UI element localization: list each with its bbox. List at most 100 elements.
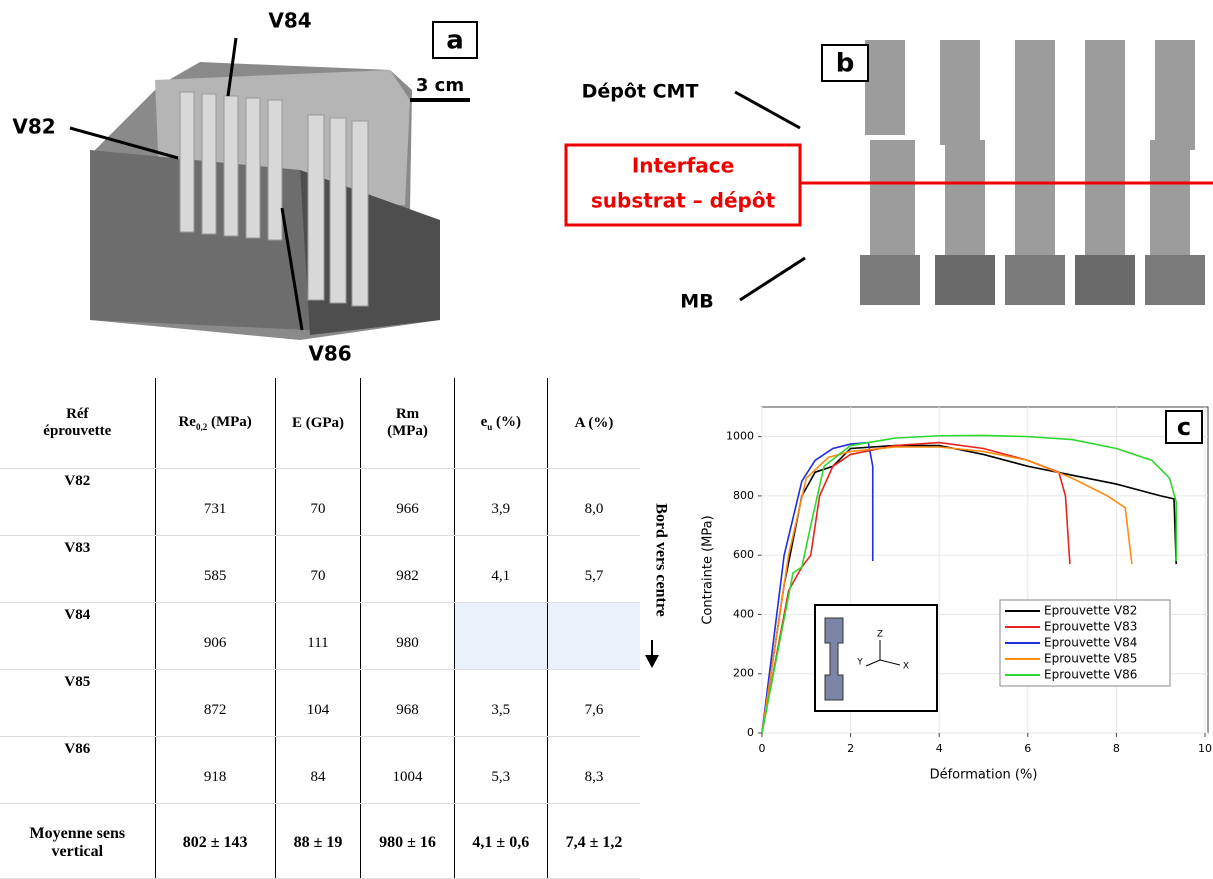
y-tick-label: 800: [733, 489, 754, 502]
cell: 872: [154, 669, 276, 737]
arrow: [645, 655, 659, 668]
specimen-label: V86: [308, 342, 351, 366]
cell: V83: [0, 535, 156, 603]
cell: 906: [154, 602, 276, 670]
cell: 585: [154, 535, 276, 603]
deposit-label: Dépôt CMT: [582, 81, 699, 103]
x-tick-label: 8: [1113, 742, 1120, 755]
x-tick-label: 2: [847, 742, 854, 755]
legend-label: Eprouvette V85: [1044, 652, 1137, 666]
photo-a: [69, 21, 478, 340]
header-cell: Re0,2 (MPa): [154, 378, 276, 469]
interface-label: Interface: [632, 154, 734, 178]
cell-sub: 0,2: [195, 422, 208, 432]
cell: V86: [0, 736, 156, 804]
cell: 1004: [360, 736, 455, 804]
inset-axis-label: Y: [856, 658, 863, 668]
y-tick-label: 200: [733, 667, 754, 680]
cell: 3,5: [453, 669, 548, 737]
row: V85 872 104 968 3,5 7,6: [0, 669, 640, 737]
x-axis-label: Déformation (%): [930, 768, 1038, 783]
cell: 7,6: [546, 669, 640, 737]
cell: 5,7: [546, 535, 640, 603]
scale-label: 3 cm: [416, 75, 464, 96]
inset-axis: [879, 659, 901, 666]
figure: a V84 V82 V86 3 cm b Dépôt CMT Interface…: [12, 9, 1213, 783]
cell: 4,1: [453, 535, 548, 603]
legend-label: Eprouvette V86: [1044, 668, 1137, 682]
cell: 966: [360, 468, 455, 536]
specimen-label: V84: [268, 9, 311, 33]
table: Réf éprouvette Re0,2 (MPa) E (GPa) Rm (MPa) eu…: [0, 378, 640, 879]
cell: 731: [154, 468, 276, 536]
cell-text: e: [480, 414, 488, 430]
inset-axis-label: X: [903, 662, 909, 672]
header-cell: A (%): [546, 378, 640, 469]
footer-cell: 7,4 ± 1,2: [546, 803, 640, 879]
cell: 918: [154, 736, 276, 804]
cell-sub: u: [487, 422, 493, 432]
x-tick-label: 0: [759, 742, 766, 755]
cell: 111: [274, 602, 361, 670]
cell: 104: [274, 669, 361, 737]
cell: 70: [274, 468, 361, 536]
header-cell: Réf éprouvette: [0, 378, 156, 469]
cell-text: Re: [178, 414, 196, 430]
interface-label: substrat – dépôt: [591, 189, 776, 213]
footer-cell: 88 ± 19: [274, 803, 361, 879]
footer-row: Moyenne sens vertical 802 ± 143 88 ± 19 980 …: [0, 803, 640, 879]
series-line: [761, 446, 1133, 734]
inset-axis-label: Z: [877, 630, 883, 640]
panel-label: b: [836, 49, 855, 79]
annotation: Bord vers centre: [652, 503, 669, 616]
base-label: MB: [680, 291, 713, 313]
specimen-label: V82: [12, 115, 55, 139]
cell: V85: [0, 669, 156, 737]
page: a V84 V82 V86 3 cm b Dépôt CMT Interface…: [0, 8, 1213, 879]
cell: 84: [274, 736, 361, 804]
cell: 8,3: [546, 736, 640, 804]
header-cell: E (GPa): [274, 378, 361, 469]
cell-line: (MPa): [387, 423, 428, 439]
cell: 5,3: [453, 736, 548, 804]
cell: 968: [360, 669, 455, 737]
cell-line: éprouvette: [43, 423, 112, 439]
x-tick-label: 6: [1024, 742, 1031, 755]
cell: 982: [360, 535, 455, 603]
y-tick-label: 600: [733, 548, 754, 561]
legend-label: Eprouvette V82: [1044, 604, 1137, 618]
footer-cell: 980 ± 16: [360, 803, 455, 879]
cell: [546, 602, 640, 670]
cell: V82: [0, 468, 156, 536]
y-tick-label: 400: [733, 607, 754, 620]
x-tick-label: 4: [936, 742, 943, 755]
row: V84 906 111 980: [0, 602, 640, 670]
cell-line: Moyenne sens: [29, 825, 126, 842]
photo-b: [564, 40, 1213, 305]
series-line: [761, 444, 1177, 734]
legend-box: [999, 599, 1171, 687]
row: V83 585 70 982 4,1 5,7: [0, 535, 640, 603]
cell: [453, 602, 548, 670]
header-cell: Rm (MPa): [360, 378, 455, 469]
x-tick-label: 10: [1198, 742, 1212, 755]
cell: 3,9: [453, 468, 548, 536]
cell: 980: [360, 602, 455, 670]
panel-label: c: [1177, 413, 1191, 441]
y-tick-label: 1000: [726, 430, 754, 443]
legend-label: Eprouvette V84: [1044, 636, 1137, 650]
cell-line: Réf: [66, 406, 89, 422]
cell: 8,0: [546, 468, 640, 536]
inset-axis: [865, 659, 881, 667]
panel-label-box: [1165, 410, 1203, 444]
footer-cell: 4,1 ± 0,6: [453, 803, 548, 879]
series-line: [761, 434, 1177, 734]
row: V82 731 70 966 3,9 8,0: [0, 468, 640, 536]
header-row: Réf éprouvette Re0,2 (MPa) E (GPa) Rm (MPa) eu…: [0, 378, 640, 469]
cell-text: (%): [492, 414, 522, 430]
cell-line: Rm: [395, 406, 420, 422]
cell: V84: [0, 602, 156, 670]
cell-text: (MPa): [207, 414, 252, 430]
cell-line: vertical: [51, 843, 104, 860]
series-line: [761, 441, 874, 734]
